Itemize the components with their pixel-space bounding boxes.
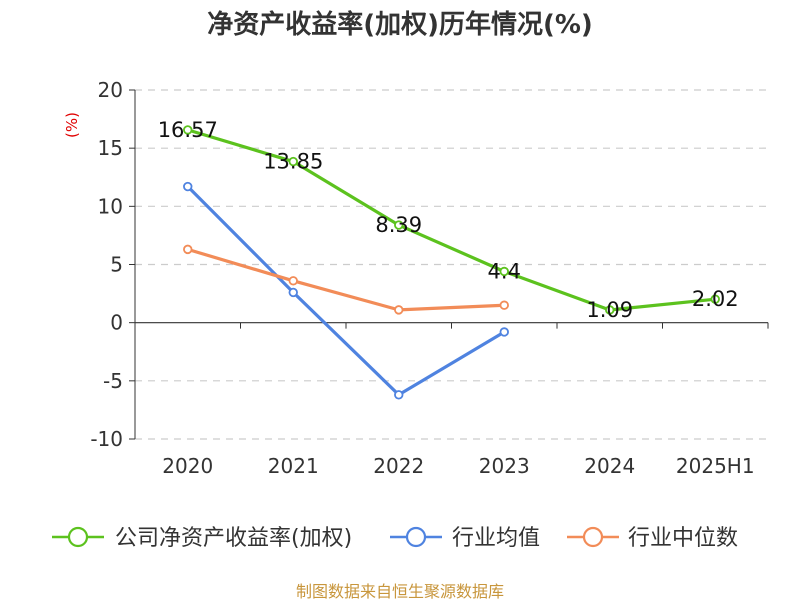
- legend: 公司净资产收益率(加权) 行业均值 行业中位数: [52, 526, 738, 551]
- y-tick-label: 5: [110, 253, 123, 277]
- y-tick-label: 10: [98, 194, 123, 218]
- data-label: 16.57: [158, 118, 218, 142]
- series-line: [187, 128, 716, 312]
- axes: 20 15 10 5 0 -5 -10 2020 2021 2022 2023 2024 2025H1 (…: [63, 78, 769, 478]
- data-point: [183, 244, 193, 255]
- data-point: [499, 266, 509, 277]
- y-tick-label: -5: [103, 369, 123, 393]
- source-note: 制图数据来自恒生聚源数据库: [295, 582, 504, 601]
- x-tick-label: 2024: [584, 454, 635, 478]
- data-point: [499, 327, 509, 337]
- y-tick-label: 20: [98, 78, 123, 102]
- x-tick-label: 2020: [162, 454, 213, 478]
- chart-title: 净资产收益率(加权)历年情况(%): [207, 10, 593, 40]
- y-tick-label: 15: [98, 136, 123, 160]
- data-point: [394, 305, 404, 315]
- series-line: [186, 185, 506, 397]
- data-label: 13.85: [263, 150, 323, 174]
- data-point: [183, 181, 193, 192]
- data-point: [605, 305, 615, 315]
- series-line: [187, 247, 505, 312]
- data-point: [394, 220, 404, 230]
- data-label: 1.09: [586, 298, 633, 322]
- data-point: [288, 276, 298, 286]
- x-tick-label: 2023: [479, 454, 530, 478]
- x-tick-label: 2021: [268, 454, 319, 478]
- legend-swatch-marker: [67, 526, 89, 548]
- legend-swatch-marker: [582, 526, 604, 548]
- legend-label: 行业中位数: [628, 526, 738, 551]
- data-labels: 16.57 13.85 8.39 4.4 1.09 2.02: [158, 118, 739, 322]
- data-point: [394, 390, 404, 400]
- x-tick-label: 2022: [373, 454, 424, 478]
- x-tick-label: 2025H1: [676, 454, 755, 478]
- y-axis-unit-label: (%): [63, 112, 81, 138]
- data-label: 4.4: [488, 259, 521, 283]
- y-tick-label: -10: [90, 427, 123, 451]
- data-point: [183, 125, 193, 135]
- legend-label: 公司净资产收益率(加权): [115, 526, 352, 551]
- data-point: [288, 156, 298, 167]
- legend-label: 行业均值: [452, 526, 540, 551]
- legend-swatch-marker: [405, 526, 427, 548]
- series-lines: [183, 125, 720, 400]
- data-label: 2.02: [692, 287, 739, 311]
- data-point: [710, 294, 720, 304]
- data-label: 8.39: [375, 213, 422, 237]
- y-tick-label: 0: [110, 311, 123, 335]
- data-point: [499, 300, 509, 310]
- data-point: [288, 287, 298, 298]
